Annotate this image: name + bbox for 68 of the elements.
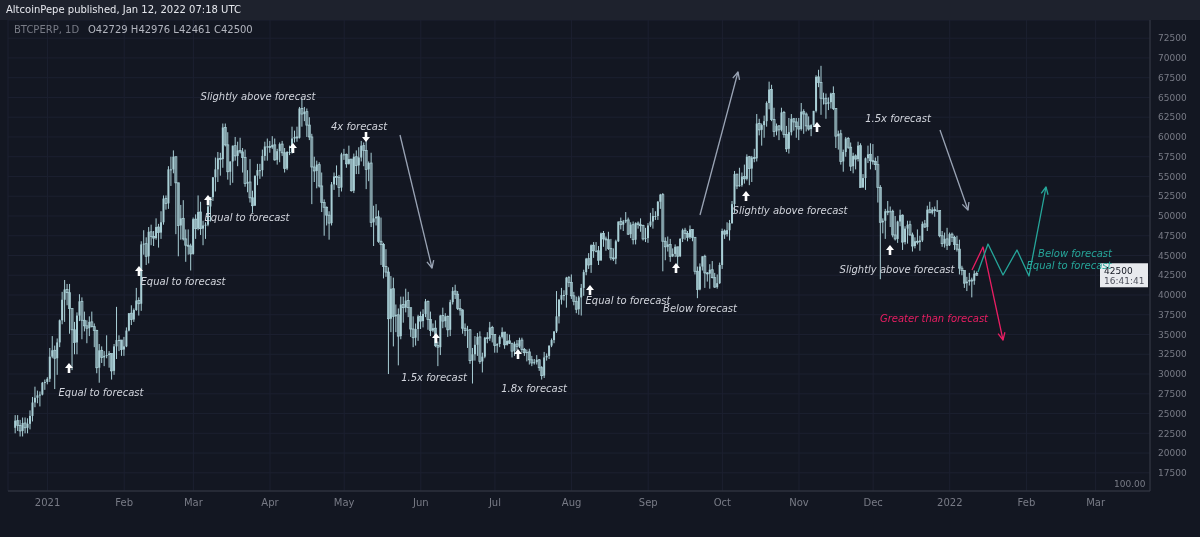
y-tick-label: 72500 xyxy=(1158,33,1187,44)
x-tick-label: Feb xyxy=(115,497,134,509)
annotation: Below forecast xyxy=(1038,248,1114,259)
x-tick-label: Mar xyxy=(1086,497,1106,509)
candlestick xyxy=(644,227,647,243)
y-tick-label: 30000 xyxy=(1158,369,1187,380)
y-tick-label: 62500 xyxy=(1158,112,1187,123)
annotation: Slightly above forecast xyxy=(200,91,317,102)
candlestick xyxy=(747,155,751,186)
x-tick-label: 2021 xyxy=(34,497,61,509)
y-tick-label: 20000 xyxy=(1158,448,1187,459)
annotation: 1.5x forecast xyxy=(865,113,932,124)
candlestick xyxy=(891,209,895,238)
y-tick-label: 32500 xyxy=(1158,349,1187,360)
annotation: Below forecast xyxy=(663,303,739,314)
x-tick-label: 2022 xyxy=(937,497,963,509)
x-tick-label: Oct xyxy=(713,497,732,509)
y-tick-label: 47500 xyxy=(1158,230,1187,241)
candlestick xyxy=(417,314,420,342)
y-tick-label: 22500 xyxy=(1158,428,1187,439)
candlestick xyxy=(869,142,872,170)
x-tick-label: Apr xyxy=(261,497,280,509)
annotation: 1.5x forecast xyxy=(401,372,468,383)
annotation: Equal to forecast xyxy=(58,387,145,398)
x-tick-label: May xyxy=(333,497,355,509)
candlestick xyxy=(849,141,853,172)
annotation: 16:41:41 xyxy=(1104,276,1145,287)
annotation: 1.8x forecast xyxy=(501,383,568,394)
y-tick-label: 52500 xyxy=(1158,191,1187,202)
annotation: O42729 H42976 L42461 C42500 xyxy=(88,24,253,35)
y-tick-label: 40000 xyxy=(1158,290,1187,301)
y-tick-label: 67500 xyxy=(1158,72,1187,83)
y-tick-label: 25000 xyxy=(1158,408,1187,419)
x-tick-label: Feb xyxy=(1017,497,1036,509)
y-tick-label: 57500 xyxy=(1158,151,1187,162)
candlestick xyxy=(286,150,289,171)
y-tick-label: 65000 xyxy=(1158,92,1187,103)
annotation: 4x forecast xyxy=(330,121,389,132)
y-tick-label: 60000 xyxy=(1158,132,1187,143)
candlestick xyxy=(745,153,748,181)
y-tick-label: 45000 xyxy=(1158,250,1187,261)
candlestick xyxy=(958,239,961,275)
chart-subtitle: AltcoinPepe published, Jan 12, 2022 07:18 UTC xyxy=(0,0,1200,20)
annotation: 42500 xyxy=(1104,266,1133,277)
candlestick xyxy=(565,276,568,309)
candlestick xyxy=(901,213,904,251)
x-tick-label: Nov xyxy=(789,497,809,509)
candlestick xyxy=(315,160,318,189)
y-tick-label: 17500 xyxy=(1158,468,1187,479)
candlestick xyxy=(352,153,355,194)
chart-title: BTCPERP, 1D xyxy=(14,24,80,35)
x-tick-label: Sep xyxy=(638,497,658,509)
y-tick-label: 37500 xyxy=(1158,309,1187,320)
x-tick-label: Dec xyxy=(863,497,883,509)
y-tick-label: 50000 xyxy=(1158,211,1187,222)
annotation: Greater than forecast xyxy=(879,313,990,324)
candlestick xyxy=(634,221,637,245)
x-tick-label: Jul xyxy=(487,497,501,509)
x-tick-label: Mar xyxy=(183,497,204,509)
annotation: 100.00 xyxy=(1114,479,1146,489)
y-tick-label: 55000 xyxy=(1158,171,1187,182)
x-tick-label: Aug xyxy=(561,497,582,509)
y-tick-label: 27500 xyxy=(1158,388,1187,399)
x-tick-label: Jun xyxy=(411,497,429,509)
y-tick-label: 42500 xyxy=(1158,270,1187,281)
candlestick xyxy=(43,379,46,391)
y-tick-label: 35000 xyxy=(1158,329,1187,340)
y-tick-label: 70000 xyxy=(1158,53,1187,64)
